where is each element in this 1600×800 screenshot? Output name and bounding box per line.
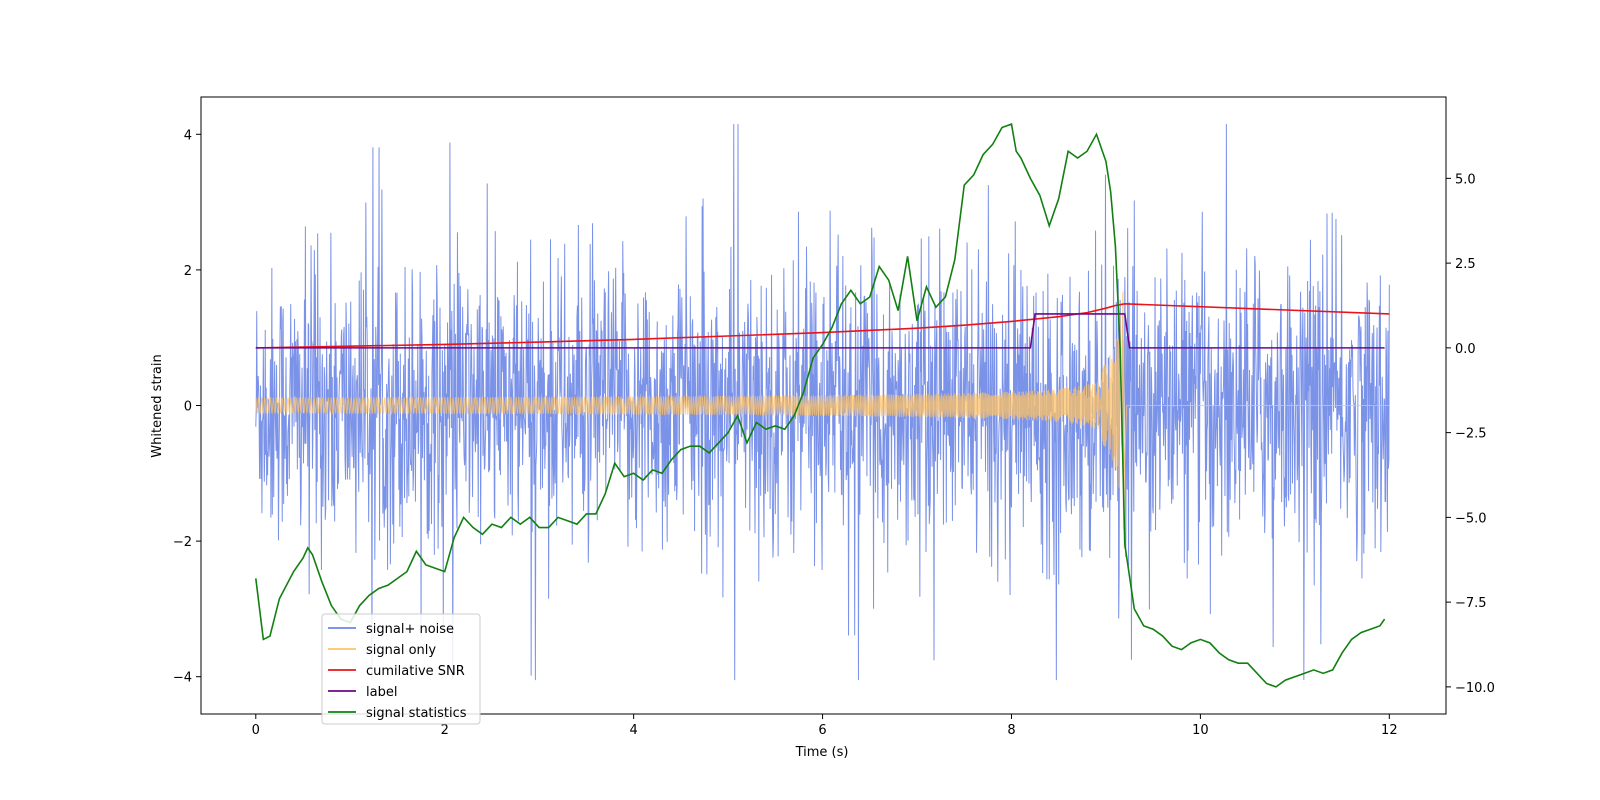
plot-area [254, 123, 1390, 688]
x-tick-label: 12 [1381, 723, 1398, 738]
x-tick-label: 8 [1007, 723, 1015, 738]
x-tick-label: 10 [1192, 723, 1209, 738]
y2-tick-label: 2.5 [1455, 257, 1476, 272]
legend-item: signal statistics [328, 706, 467, 721]
y-tick-label: 2 [184, 264, 192, 279]
legend-item: signal+ noise [328, 622, 454, 637]
x-tick-label: 6 [818, 723, 826, 738]
y2-tick-label: −5.0 [1455, 511, 1487, 526]
y-tick-label: −4 [173, 671, 192, 686]
y-tick-label: 0 [184, 400, 192, 415]
y2-tick-label: −10.0 [1455, 681, 1495, 696]
series-line-signal-only [255, 291, 1390, 549]
legend-item: signal only [328, 643, 436, 658]
legend: signal+ noise signal only cumilative SNR la… [321, 613, 481, 725]
legend-label: signal statistics [366, 706, 467, 721]
y2-tick-label: −2.5 [1455, 427, 1487, 442]
series-line-label [255, 313, 1385, 349]
x-tick-label: 2 [441, 723, 449, 738]
legend-label: signal+ noise [366, 622, 454, 637]
legend-item: cumilative SNR [328, 664, 465, 679]
legend-item: label [328, 685, 397, 700]
x-tick-label: 0 [252, 723, 260, 738]
legend-label: cumilative SNR [366, 664, 465, 679]
x-tick-label: 4 [629, 723, 637, 738]
y-axis-label: Whitened strain [150, 354, 165, 457]
y2-tick-label: −7.5 [1455, 596, 1487, 611]
y2-tick-label: 0.0 [1455, 342, 1476, 357]
series-line-cumulative-snr [255, 302, 1390, 349]
legend-label: label [366, 685, 397, 700]
series-line-signal-statistics [254, 123, 1386, 688]
x-axis-label: Time (s) [795, 745, 849, 760]
y2-tick-label: 5.0 [1455, 172, 1476, 187]
y-axis-right: −10.0 −7.5 −5.0 −2.5 0.0 2.5 5.0 [1446, 172, 1495, 696]
x-axis: 0 2 4 6 8 10 12 [252, 714, 1398, 738]
legend-label: signal only [366, 643, 436, 658]
y-tick-label: −2 [173, 535, 192, 550]
legend-box [321, 613, 481, 725]
y-tick-label: 4 [184, 128, 192, 143]
y-axis-left: −4 −2 0 2 4 [173, 128, 201, 686]
